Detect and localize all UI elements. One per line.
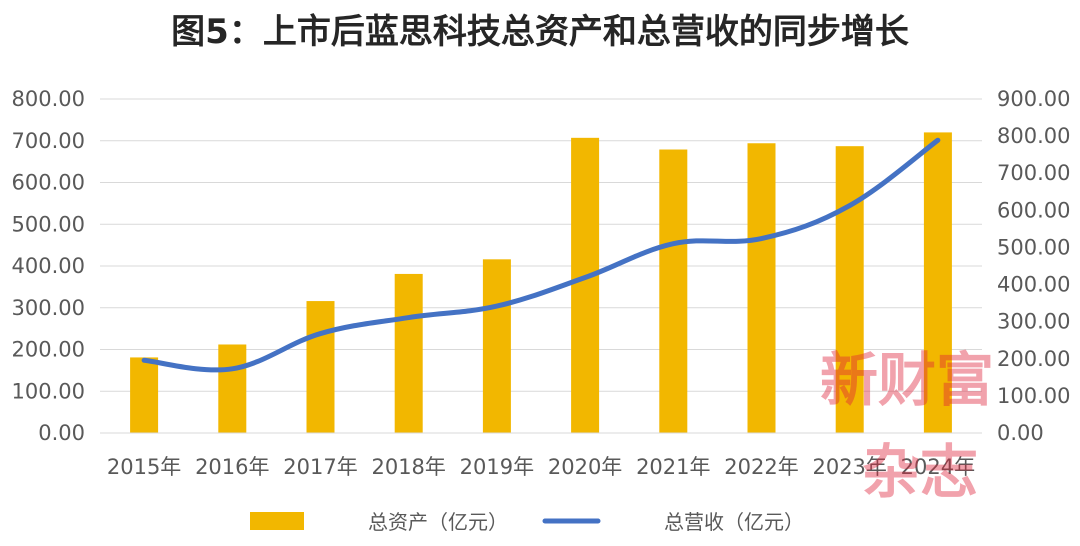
bar-total-assets — [218, 344, 247, 433]
legend-label-assets: 总资产（亿元） — [368, 510, 508, 534]
watermark: 新财富 杂志 — [820, 346, 994, 506]
y-left-tick-label: 0.00 — [38, 421, 85, 445]
watermark-line1: 新财富 — [820, 346, 994, 414]
x-tick-label: 2019年 — [460, 455, 534, 479]
y-right-tick-label: 400.00 — [997, 273, 1070, 297]
y-right-tick-label: 200.00 — [997, 347, 1070, 371]
y-right-tick-label: 500.00 — [997, 235, 1070, 259]
bar-total-assets — [306, 301, 335, 433]
y-left-tick-label: 600.00 — [12, 171, 85, 195]
y-right-tick-label: 800.00 — [997, 124, 1070, 148]
bar-total-assets — [747, 143, 776, 433]
bar-total-assets — [835, 146, 864, 434]
y-axis-right: 0.00 100.00 200.00 300.00 400.00 500.00 600.00… — [997, 87, 1070, 445]
y-right-tick-label: 0.00 — [997, 421, 1044, 445]
line-total-revenue — [141, 137, 941, 373]
legend-swatch-assets — [250, 512, 304, 530]
bar-total-assets — [130, 357, 159, 433]
bar-total-assets — [482, 259, 511, 433]
x-tick-label: 2017年 — [283, 455, 357, 479]
y-axis-left: 0.00 100.00 200.00 300.00 400.00 500.00 600.00… — [12, 87, 85, 445]
y-right-tick-label: 300.00 — [997, 310, 1070, 334]
line-layer — [141, 137, 941, 373]
bar-total-assets — [394, 273, 423, 433]
x-tick-label: 2020年 — [548, 455, 622, 479]
y-right-tick-label: 100.00 — [997, 384, 1070, 408]
x-tick-label: 2021年 — [636, 455, 710, 479]
bar-total-assets — [571, 137, 600, 433]
x-tick-label: 2015年 — [107, 455, 181, 479]
bars-layer — [130, 132, 952, 434]
watermark-line2: 杂志 — [862, 438, 978, 506]
y-left-tick-label: 700.00 — [12, 129, 85, 153]
y-left-tick-label: 500.00 — [12, 212, 85, 236]
legend: 总资产（亿元） 总营收（亿元） — [250, 510, 804, 534]
bar-total-assets — [659, 149, 688, 433]
chart-title: 图5：上市后蓝思科技总资产和总营收的同步增长 — [171, 12, 909, 52]
y-left-tick-label: 300.00 — [12, 296, 85, 320]
bar-total-assets — [923, 132, 952, 433]
x-axis: 2015年 2016年 2017年 2018年 2019年 2020年 2021年 2022年… — [100, 432, 982, 479]
x-tick-label: 2023年 — [812, 455, 886, 479]
y-left-tick-label: 200.00 — [12, 338, 85, 362]
x-tick-label: 2016年 — [195, 455, 269, 479]
y-right-tick-label: 900.00 — [997, 87, 1070, 111]
y-left-tick-label: 100.00 — [12, 379, 85, 403]
y-right-tick-label: 600.00 — [997, 198, 1070, 222]
y-left-tick-label: 400.00 — [12, 254, 85, 278]
legend-label-revenue: 总营收（亿元） — [664, 510, 804, 534]
x-tick-label: 2022年 — [724, 455, 798, 479]
x-tick-label: 2018年 — [371, 455, 445, 479]
x-tick-label: 2024年 — [901, 455, 975, 479]
y-left-tick-label: 800.00 — [12, 87, 85, 111]
y-right-tick-label: 700.00 — [997, 161, 1070, 185]
